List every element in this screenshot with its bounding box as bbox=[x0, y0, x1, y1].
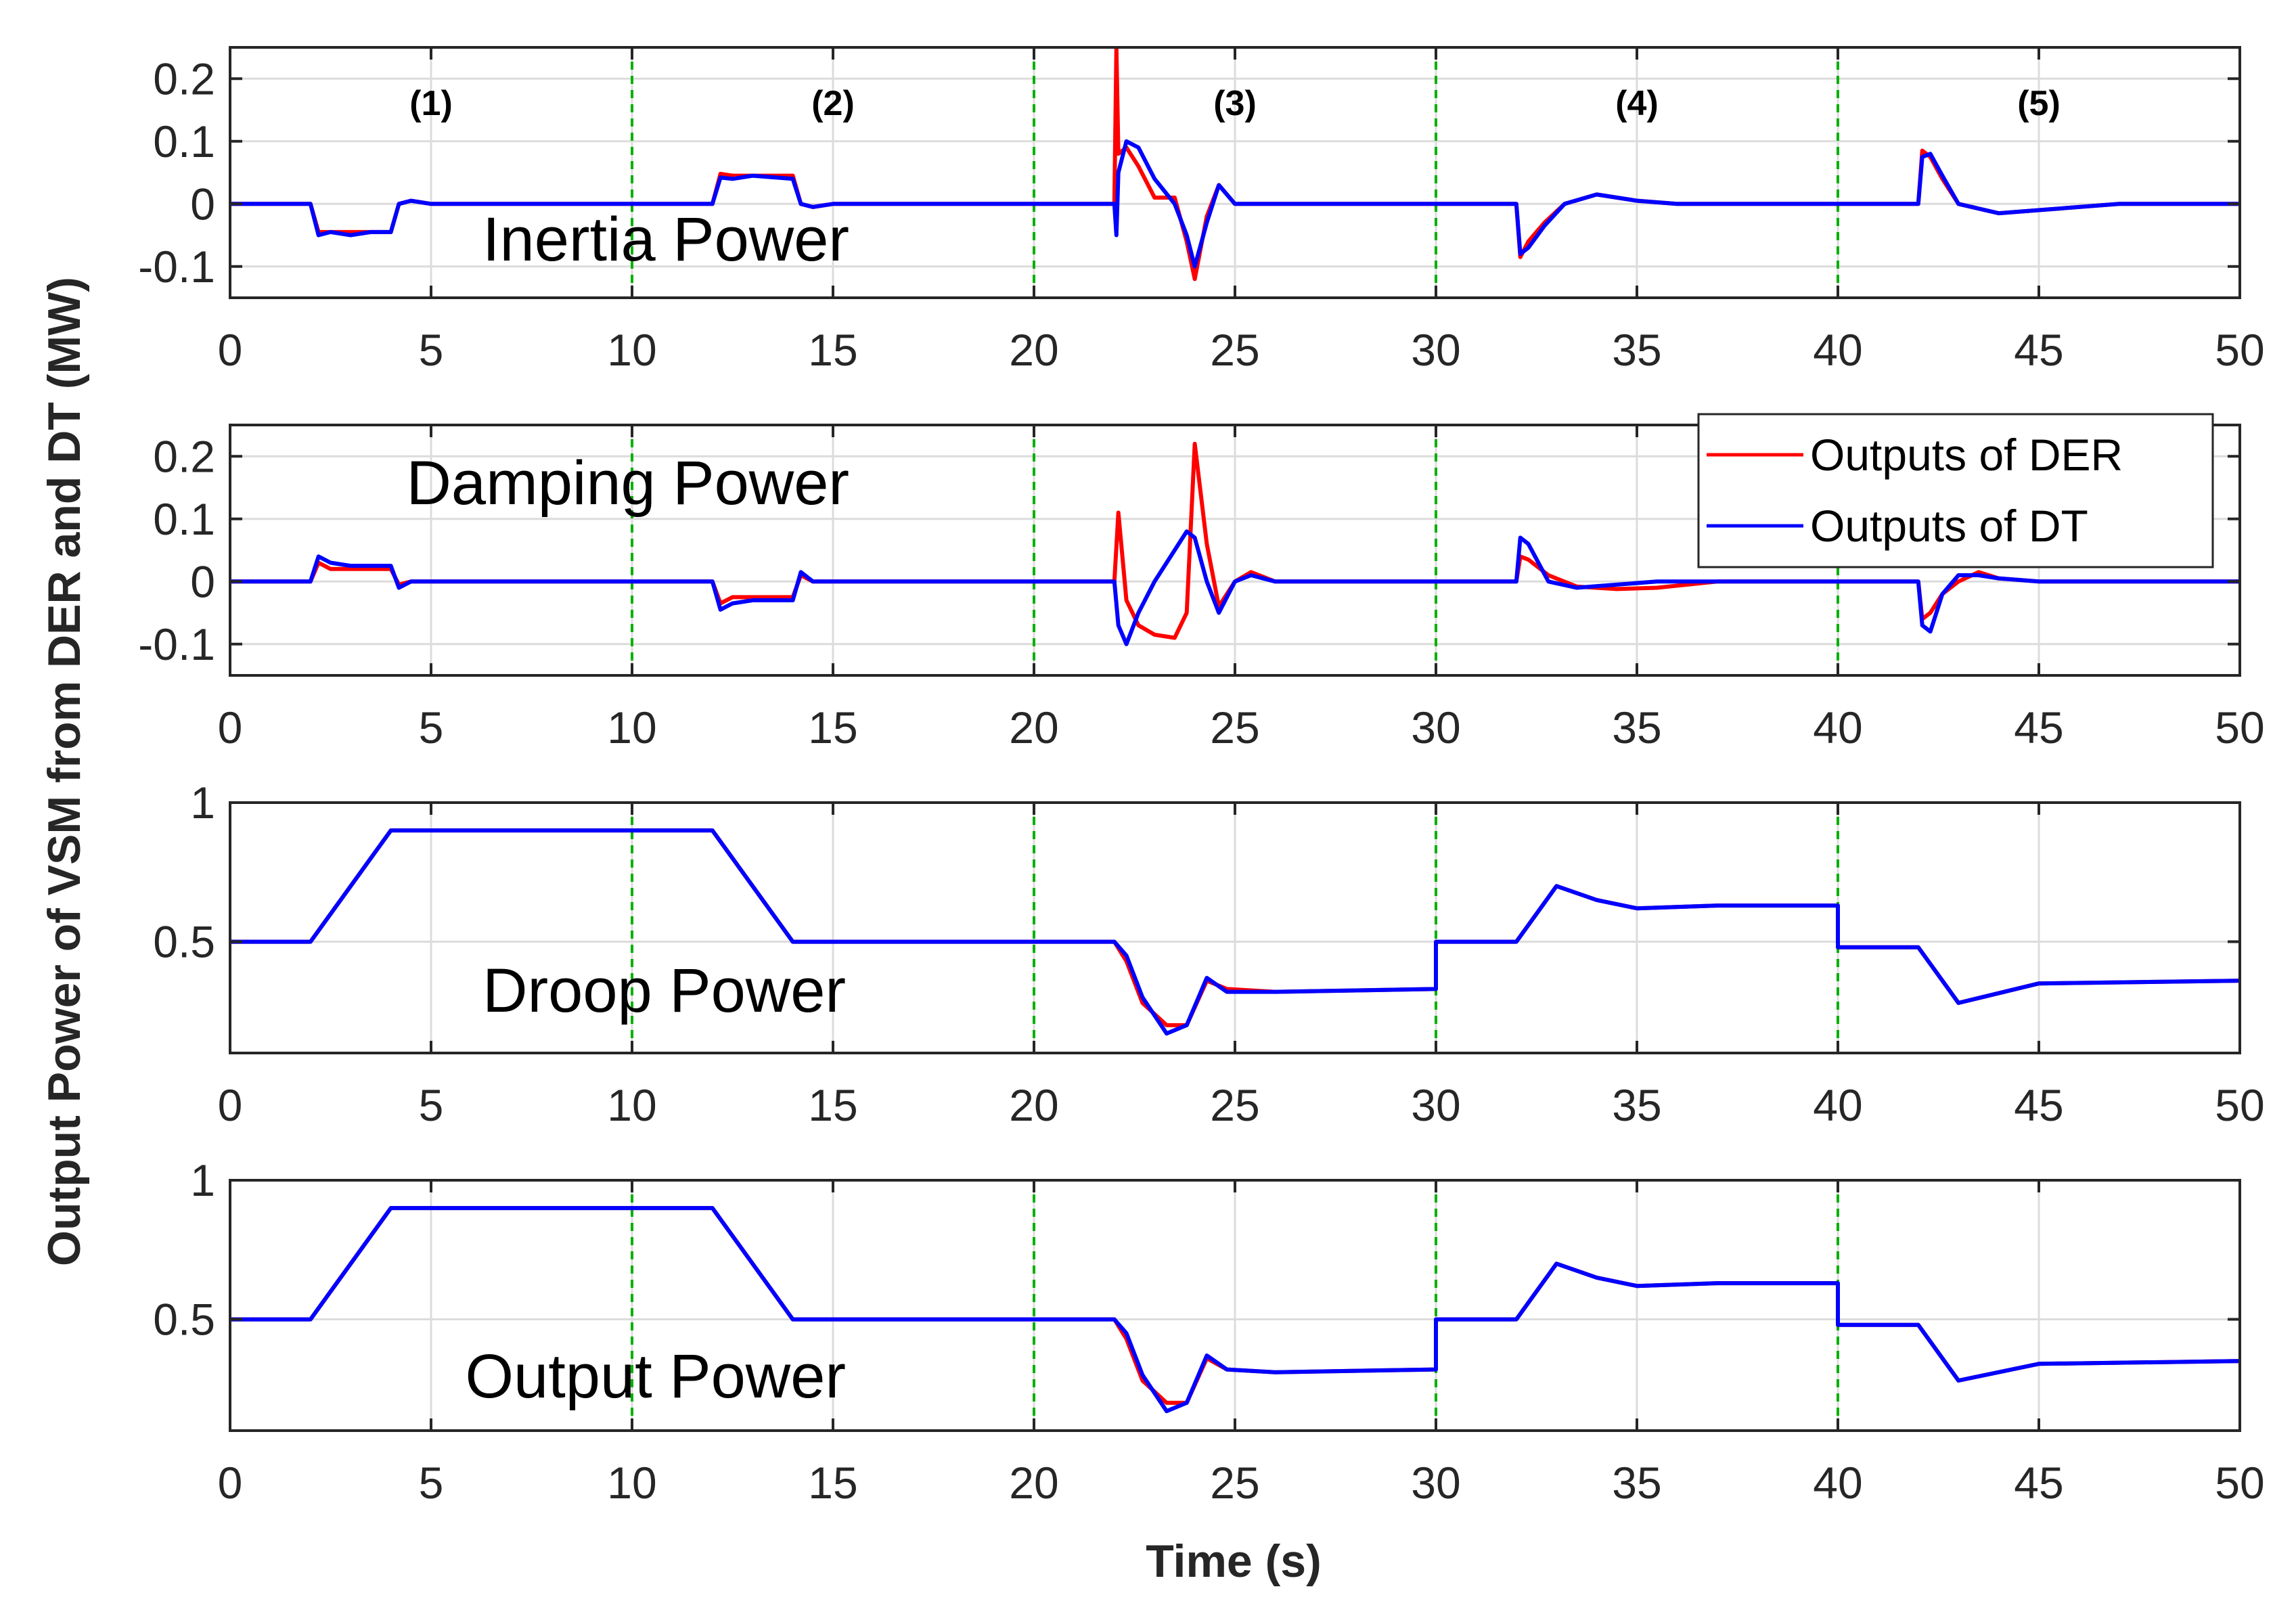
x-tick-label: 10 bbox=[607, 1458, 656, 1508]
x-tick-label: 20 bbox=[1009, 1080, 1058, 1130]
x-tick-label: 0 bbox=[218, 1458, 243, 1508]
output-power-series-outputs-of-dt bbox=[230, 1206, 2240, 1414]
x-tick-label: 45 bbox=[2014, 1458, 2063, 1508]
x-tick-label: 20 bbox=[1009, 325, 1058, 375]
y-tick-label: -0.1 bbox=[138, 242, 215, 292]
x-tick-label: 25 bbox=[1210, 1080, 1259, 1130]
x-tick-label: 45 bbox=[2014, 325, 2063, 375]
x-tick-label: 15 bbox=[808, 1458, 857, 1508]
y-tick-label: 0.2 bbox=[153, 53, 215, 104]
x-tick-label: 40 bbox=[1813, 702, 1862, 753]
legend-box bbox=[1697, 413, 2214, 568]
x-tick-label: 35 bbox=[1612, 1080, 1661, 1130]
segment-label: (2) bbox=[811, 84, 855, 123]
inertia-power-label: Inertia Power bbox=[482, 205, 849, 274]
x-tick-label: 35 bbox=[1612, 1458, 1661, 1508]
x-tick-label: 15 bbox=[808, 702, 857, 753]
segment-labels: (1) (2) (3) (4) (5) bbox=[409, 84, 2061, 123]
x-tick-label: 20 bbox=[1009, 702, 1058, 753]
segment-label: (1) bbox=[409, 84, 453, 123]
x-tick-label: 50 bbox=[2215, 325, 2264, 375]
x-axis-title: Time (s) bbox=[1146, 1536, 1321, 1587]
x-tick-label: 5 bbox=[419, 1080, 444, 1130]
x-tick-label: 30 bbox=[1411, 702, 1460, 753]
x-tick-label: 45 bbox=[2014, 1080, 2063, 1130]
x-tick-label: 25 bbox=[1210, 325, 1259, 375]
droop-power-series-outputs-of-dt bbox=[230, 828, 2240, 1036]
x-tick-label: 50 bbox=[2215, 702, 2264, 753]
x-tick-label: 40 bbox=[1813, 1080, 1862, 1130]
panel-output-power: 0 5 10 15 20 25 30 35 40 45 50 0.5 1 Output Power bbox=[153, 1155, 2264, 1508]
damping-power-label: Damping Power bbox=[406, 449, 849, 518]
segment-label: (4) bbox=[1615, 84, 1659, 123]
x-tick-label: 10 bbox=[607, 325, 656, 375]
x-tick-label: 50 bbox=[2215, 1458, 2264, 1508]
y-tick-label: 1 bbox=[190, 778, 215, 828]
output-power-label: Output Power bbox=[465, 1342, 846, 1411]
y-tick-label: 0.5 bbox=[153, 917, 215, 967]
y-axis-title: Output Power of VSM from DER and DT (MW) bbox=[39, 277, 90, 1266]
x-tick-label: 20 bbox=[1009, 1458, 1058, 1508]
legend-label: Outputs of DER bbox=[1810, 430, 2123, 480]
x-tick-label: 25 bbox=[1210, 1458, 1259, 1508]
x-tick-label: 10 bbox=[607, 702, 656, 753]
x-tick-label: 5 bbox=[419, 325, 444, 375]
x-tick-label: 5 bbox=[419, 1458, 444, 1508]
y-tick-label: 0.1 bbox=[153, 494, 215, 544]
x-tick-label: 10 bbox=[607, 1080, 656, 1130]
droop-power-label: Droop Power bbox=[482, 956, 846, 1025]
damping-power-series-outputs-of-dt bbox=[230, 529, 2240, 646]
x-tick-label: 15 bbox=[808, 1080, 857, 1130]
x-tick-label: 15 bbox=[808, 325, 857, 375]
x-tick-label: 0 bbox=[218, 1080, 243, 1130]
x-tick-label: 50 bbox=[2215, 1080, 2264, 1130]
x-tick-label: 5 bbox=[419, 702, 444, 753]
x-tick-label: 35 bbox=[1612, 702, 1661, 753]
segment-label: (5) bbox=[2017, 84, 2061, 123]
x-tick-label: 40 bbox=[1813, 1458, 1862, 1508]
x-tick-label: 0 bbox=[218, 702, 243, 753]
x-tick-label: 30 bbox=[1411, 1458, 1460, 1508]
legend-label: Outputs of DT bbox=[1810, 501, 2088, 551]
y-tick-label: 0 bbox=[190, 179, 215, 229]
x-tick-label: 25 bbox=[1210, 702, 1259, 753]
x-tick-label: 35 bbox=[1612, 325, 1661, 375]
y-tick-label: 1 bbox=[190, 1155, 215, 1205]
x-tick-label: 30 bbox=[1411, 1080, 1460, 1130]
y-tick-label: 0.5 bbox=[153, 1295, 215, 1345]
y-tick-label: 0.1 bbox=[153, 116, 215, 166]
segment-label: (3) bbox=[1213, 84, 1257, 123]
x-tick-label: 0 bbox=[218, 325, 243, 375]
legend: Outputs of DER Outputs of DT bbox=[1697, 413, 2214, 568]
x-tick-label: 45 bbox=[2014, 702, 2063, 753]
y-tick-label: -0.1 bbox=[138, 619, 215, 669]
inertia-power-series-outputs-of-dt bbox=[230, 139, 2240, 269]
y-tick-label: 0 bbox=[190, 556, 215, 606]
panel-droop-power: 0 5 10 15 20 25 30 35 40 45 50 0.5 1 Droop Power bbox=[153, 778, 2264, 1130]
x-tick-label: 40 bbox=[1813, 325, 1862, 375]
y-tick-label: 0.2 bbox=[153, 431, 215, 481]
x-tick-label: 30 bbox=[1411, 325, 1460, 375]
